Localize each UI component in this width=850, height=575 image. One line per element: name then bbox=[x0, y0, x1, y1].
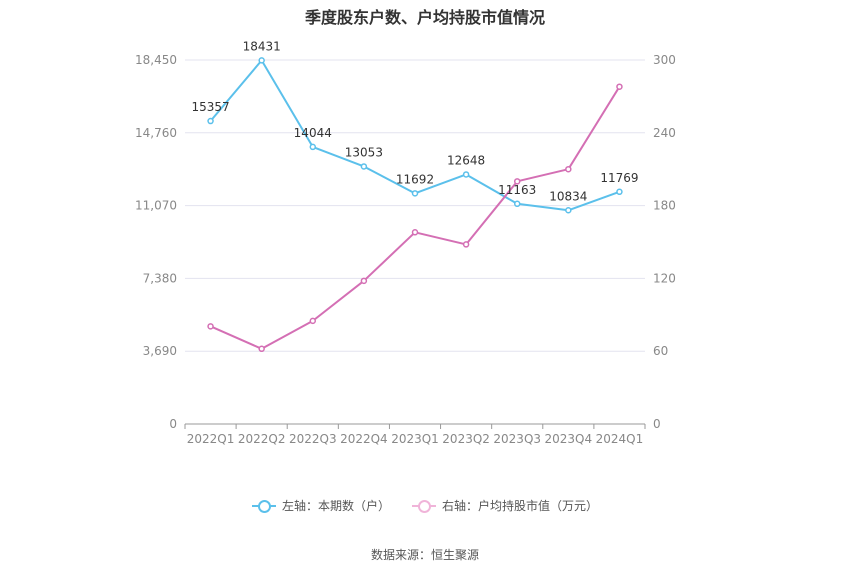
data-point-right bbox=[462, 241, 470, 248]
data-label: 18431 bbox=[243, 39, 281, 53]
data-point-left bbox=[513, 200, 521, 208]
data-point-left bbox=[309, 143, 317, 151]
data-point-right bbox=[360, 277, 368, 285]
right-axis-tick-label: 180 bbox=[653, 199, 676, 213]
data-point-right bbox=[309, 317, 317, 325]
right-axis-tick-label: 120 bbox=[653, 271, 676, 285]
left-axis-tick-label: 14,760 bbox=[135, 126, 177, 140]
chart-title: 季度股东户数、户均持股市值情况 bbox=[304, 8, 545, 27]
data-point-right bbox=[565, 165, 572, 173]
data-label: 11163 bbox=[498, 183, 536, 197]
right-axis-tick-label: 300 bbox=[653, 53, 676, 67]
data-point-left bbox=[565, 207, 572, 214]
data-point-left bbox=[207, 117, 214, 125]
x-axis-tick-label: 2023Q4 bbox=[545, 432, 593, 446]
data-point-right bbox=[616, 83, 623, 90]
x-axis-tick-label: 2022Q3 bbox=[289, 432, 337, 446]
legend-label-right: 右轴：户均持股市值（万元） bbox=[442, 499, 599, 513]
legend-item-left-series[interactable]: 左轴：本期数（户） bbox=[251, 497, 390, 514]
left-axis-tick-label: 7,380 bbox=[143, 271, 177, 285]
x-axis-tick-label: 2024Q1 bbox=[596, 432, 644, 446]
data-point-left bbox=[616, 188, 623, 196]
legend-label-left: 左轴：本期数（户） bbox=[281, 499, 390, 513]
data-point-right bbox=[258, 345, 265, 353]
data-source-note: 数据来源：恒生聚源 bbox=[370, 548, 479, 562]
left-axis-tick-label: 18,450 bbox=[135, 53, 177, 67]
left-axis-tick-label: 0 bbox=[169, 417, 177, 431]
x-axis-tick-label: 2023Q3 bbox=[493, 432, 541, 446]
right-axis-tick-label: 60 bbox=[653, 344, 668, 358]
left-axis-tick-label: 3,690 bbox=[143, 344, 177, 358]
data-point-right bbox=[207, 323, 214, 330]
x-axis-tick-label: 2022Q4 bbox=[340, 432, 388, 446]
data-label: 11769 bbox=[600, 171, 638, 185]
data-label: 11692 bbox=[396, 172, 434, 186]
data-label: 14044 bbox=[294, 126, 332, 140]
data-label: 12648 bbox=[447, 153, 485, 167]
x-axis-tick-label: 2022Q2 bbox=[238, 432, 286, 446]
data-point-left bbox=[258, 57, 265, 64]
data-point-left bbox=[411, 190, 419, 197]
data-label: 10834 bbox=[549, 189, 587, 203]
legend-swatch-left-icon bbox=[251, 499, 276, 513]
x-axis-tick-label: 2022Q1 bbox=[187, 432, 235, 446]
x-axis-tick-label: 2023Q1 bbox=[391, 432, 439, 446]
legend-item-right-series[interactable]: 右轴：户均持股市值（万元） bbox=[412, 497, 598, 514]
data-point-left bbox=[360, 163, 368, 170]
series-line-left bbox=[209, 59, 620, 212]
data-point-right bbox=[513, 178, 521, 185]
right-axis-tick-label: 240 bbox=[653, 126, 676, 140]
data-label: 13053 bbox=[345, 145, 383, 159]
chart-legend: 左轴：本期数（户） 右轴：户均持股市值（万元） bbox=[0, 497, 850, 514]
data-point-right bbox=[411, 229, 419, 236]
right-axis-tick-label: 0 bbox=[653, 417, 661, 431]
legend-swatch-right-icon bbox=[412, 499, 436, 513]
series-line-right bbox=[210, 86, 621, 350]
data-label: 15357 bbox=[191, 100, 229, 114]
x-axis-tick-label: 2023Q2 bbox=[442, 432, 490, 446]
data-point-left bbox=[462, 171, 470, 178]
left-axis-tick-label: 11,070 bbox=[135, 199, 177, 213]
